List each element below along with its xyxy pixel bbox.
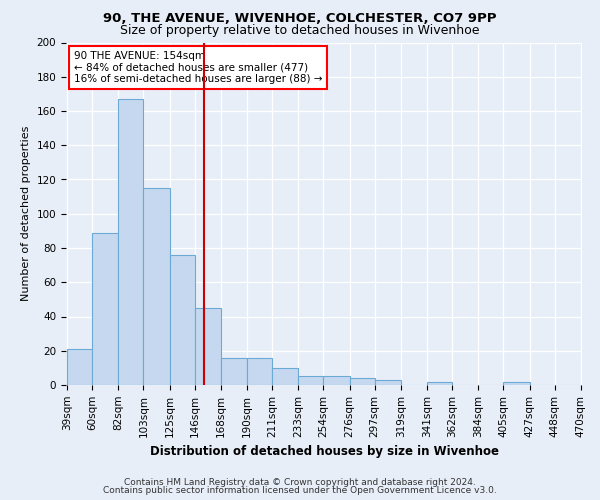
Text: Contains HM Land Registry data © Crown copyright and database right 2024.: Contains HM Land Registry data © Crown c… (124, 478, 476, 487)
Text: Contains public sector information licensed under the Open Government Licence v3: Contains public sector information licen… (103, 486, 497, 495)
Bar (143, 188, 170, 385)
Bar (427, 382, 452, 385)
Text: 90 THE AVENUE: 154sqm
← 84% of detached houses are smaller (477)
16% of semi-det: 90 THE AVENUE: 154sqm ← 84% of detached … (74, 51, 322, 84)
Bar (247, 358, 272, 385)
Y-axis label: Number of detached properties: Number of detached properties (21, 126, 31, 302)
Bar (221, 358, 247, 385)
Bar (67, 349, 92, 385)
Bar (170, 255, 195, 385)
Text: Size of property relative to detached houses in Wivenhoe: Size of property relative to detached ho… (120, 24, 480, 37)
Bar (272, 368, 298, 385)
Bar (323, 376, 350, 385)
Bar (118, 99, 143, 385)
X-axis label: Distribution of detached houses by size in Wivenhoe: Distribution of detached houses by size … (149, 445, 499, 458)
Bar (374, 380, 401, 385)
Bar (92, 232, 118, 385)
Bar (350, 378, 374, 385)
Text: 90, THE AVENUE, WIVENHOE, COLCHESTER, CO7 9PP: 90, THE AVENUE, WIVENHOE, COLCHESTER, CO… (103, 12, 497, 26)
Bar (503, 382, 530, 385)
Bar (195, 308, 221, 385)
Bar (298, 376, 323, 385)
